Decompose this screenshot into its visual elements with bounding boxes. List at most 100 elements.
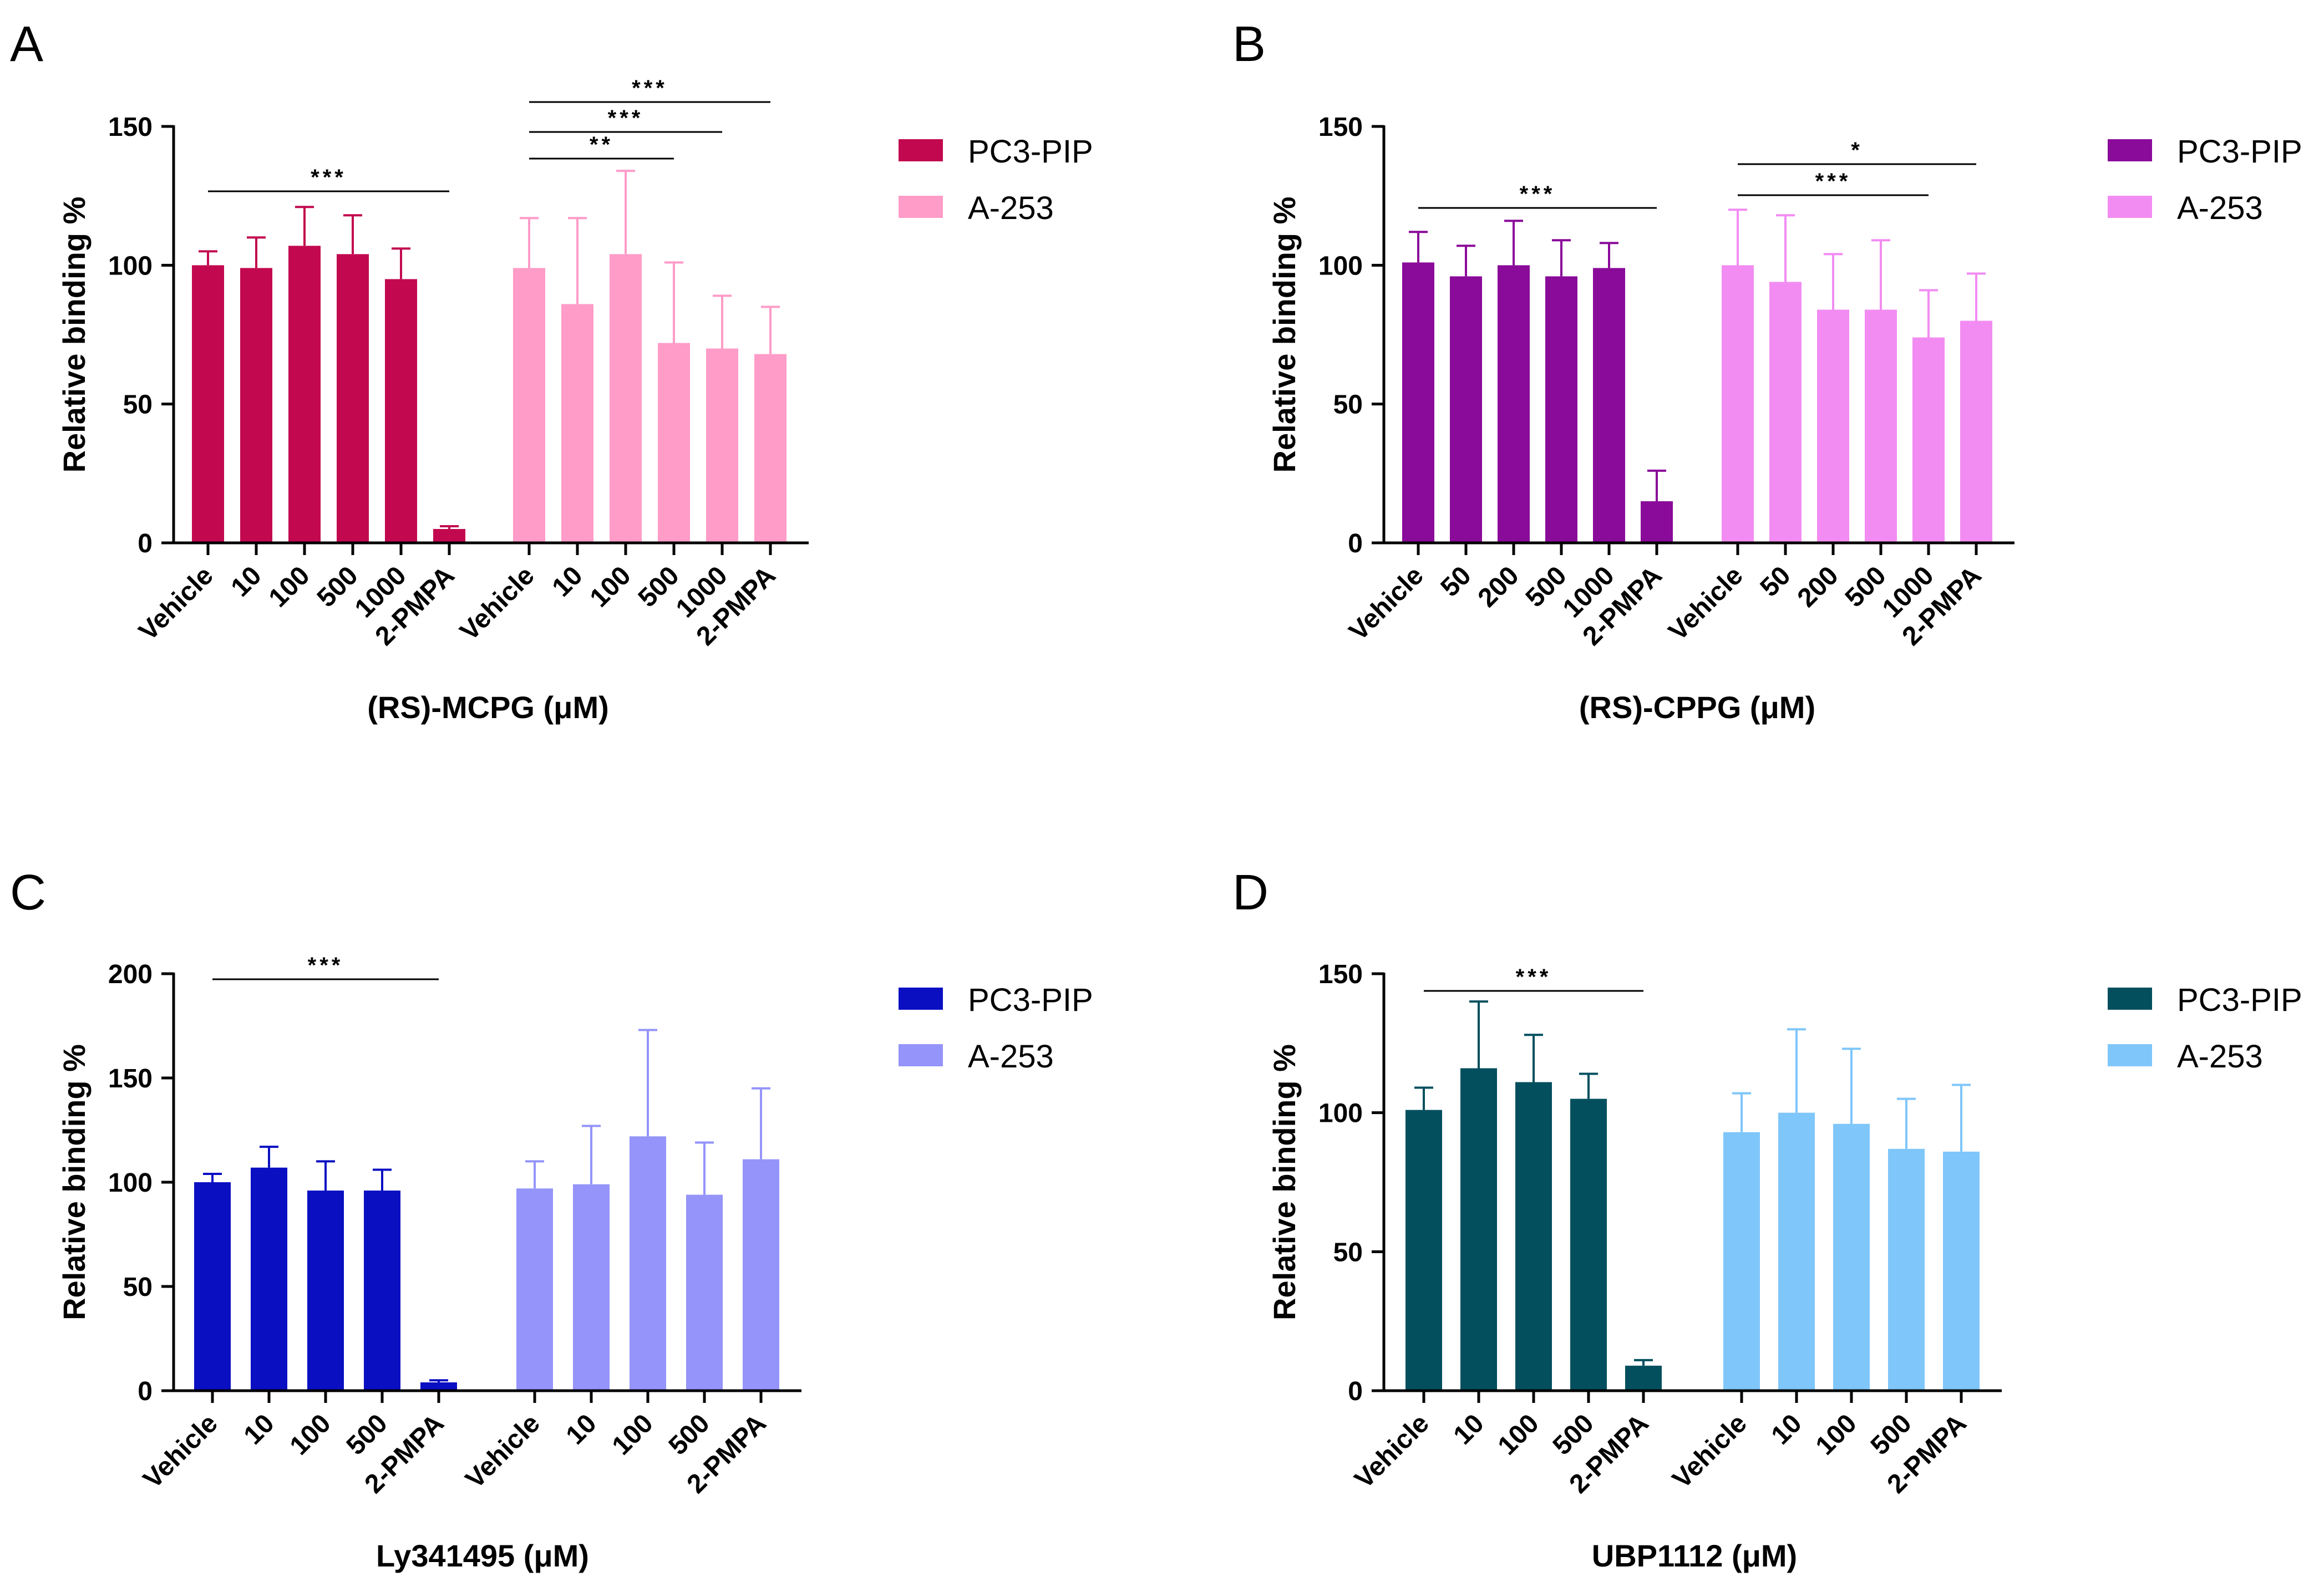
y-tick-label: 100 (1318, 1099, 1363, 1128)
y-tick-label: 50 (123, 390, 153, 420)
legend-swatch (2108, 988, 2152, 1010)
bar (192, 265, 224, 543)
bar (364, 1191, 400, 1391)
y-axis-title: Relative binding % (57, 1044, 92, 1320)
bar (561, 304, 593, 543)
y-tick-label: 0 (138, 529, 153, 558)
legend-swatch (2108, 139, 2152, 161)
bar (1641, 501, 1673, 543)
legend-label: PC3-PIP (2177, 134, 2302, 170)
bar (1865, 309, 1897, 543)
x-axis-title: Ly341495 (μM) (376, 1538, 589, 1573)
bar (573, 1184, 610, 1391)
significance-label: *** (608, 106, 644, 130)
x-tick-label: 100 (285, 1408, 337, 1461)
x-tick-label: 100 (1810, 1408, 1863, 1461)
bar (1625, 1365, 1662, 1391)
bar (1570, 1098, 1607, 1391)
legend-label: PC3-PIP (968, 982, 1093, 1018)
bar (1943, 1151, 1980, 1391)
x-tick-label: 10 (547, 561, 588, 602)
y-tick-label: 50 (123, 1273, 153, 1302)
x-tick-label: 200 (1473, 561, 1525, 613)
bar (433, 528, 465, 543)
bar (1888, 1148, 1925, 1391)
bar (1912, 337, 1945, 543)
y-tick-label: 150 (108, 1064, 153, 1093)
significance-label: *** (311, 165, 347, 190)
y-tick-label: 0 (138, 1377, 153, 1406)
x-tick-label: 50 (1755, 561, 1797, 602)
bar (1723, 1132, 1760, 1391)
legend-label: A-253 (968, 190, 1054, 226)
bar (337, 254, 369, 543)
significance-label: *** (1520, 182, 1556, 206)
bar (1545, 276, 1577, 543)
y-tick-label: 0 (1348, 1377, 1363, 1406)
x-tick-label: 10 (239, 1408, 280, 1450)
y-tick-label: 100 (108, 1168, 153, 1198)
legend-swatch (899, 1044, 943, 1066)
x-tick-label: Vehicle (133, 561, 219, 646)
legend-swatch (2108, 196, 2152, 218)
y-tick-label: 0 (1348, 529, 1363, 558)
panel-letter: A (10, 17, 43, 72)
bar (610, 254, 642, 543)
significance-label: *** (1815, 169, 1851, 194)
significance-label: *** (632, 76, 668, 100)
y-axis-title: Relative binding % (1267, 1044, 1302, 1320)
bar (1450, 276, 1482, 543)
legend-swatch (899, 988, 943, 1010)
bar (1515, 1082, 1552, 1391)
x-tick-label: Vehicle (460, 1408, 545, 1494)
panel-letter: C (10, 865, 46, 920)
x-axis-title: UBP1112 (μM) (1592, 1538, 1797, 1573)
bar (513, 268, 545, 543)
bar (251, 1167, 287, 1391)
x-tick-label: 200 (1792, 561, 1844, 613)
y-tick-label: 50 (1333, 390, 1363, 420)
significance-label: *** (1516, 965, 1552, 989)
bar (658, 343, 690, 543)
legend-label: A-253 (2177, 1039, 2263, 1075)
x-tick-label: 100 (1493, 1408, 1545, 1461)
bar (1778, 1112, 1815, 1391)
bar (686, 1194, 723, 1391)
x-tick-label: 10 (1448, 1408, 1490, 1450)
y-tick-label: 150 (1318, 960, 1363, 989)
x-tick-label: 100 (263, 561, 316, 613)
legend-swatch (899, 196, 943, 218)
x-tick-label: Vehicle (138, 1408, 223, 1494)
x-tick-label: Vehicle (1343, 561, 1429, 646)
y-tick-label: 50 (1333, 1238, 1363, 1267)
y-axis-title: Relative binding % (57, 197, 92, 473)
x-tick-label: Vehicle (1667, 1408, 1752, 1494)
y-tick-label: 200 (108, 960, 153, 989)
significance-label: *** (308, 953, 344, 978)
x-axis-title: (RS)-CPPG (μM) (1579, 690, 1815, 725)
bar (1402, 262, 1434, 543)
legend-label: A-253 (2177, 190, 2263, 226)
bar (1498, 265, 1530, 543)
bar (385, 279, 417, 543)
bar (1593, 268, 1625, 543)
legend-swatch (899, 139, 943, 161)
x-tick-label: 50 (1435, 561, 1477, 602)
panel-letter: D (1232, 865, 1268, 920)
bar (240, 268, 272, 543)
bar (307, 1191, 344, 1391)
legend-label: PC3-PIP (968, 134, 1093, 170)
y-tick-label: 150 (1318, 113, 1363, 142)
bar (288, 246, 321, 543)
legend-label: PC3-PIP (2177, 982, 2302, 1018)
x-tick-label: 10 (226, 561, 267, 602)
bar (706, 348, 738, 543)
bar (1833, 1123, 1870, 1391)
bar (743, 1159, 779, 1391)
bar (516, 1188, 553, 1391)
bar (1817, 309, 1849, 543)
x-tick-label: 10 (1766, 1408, 1808, 1450)
